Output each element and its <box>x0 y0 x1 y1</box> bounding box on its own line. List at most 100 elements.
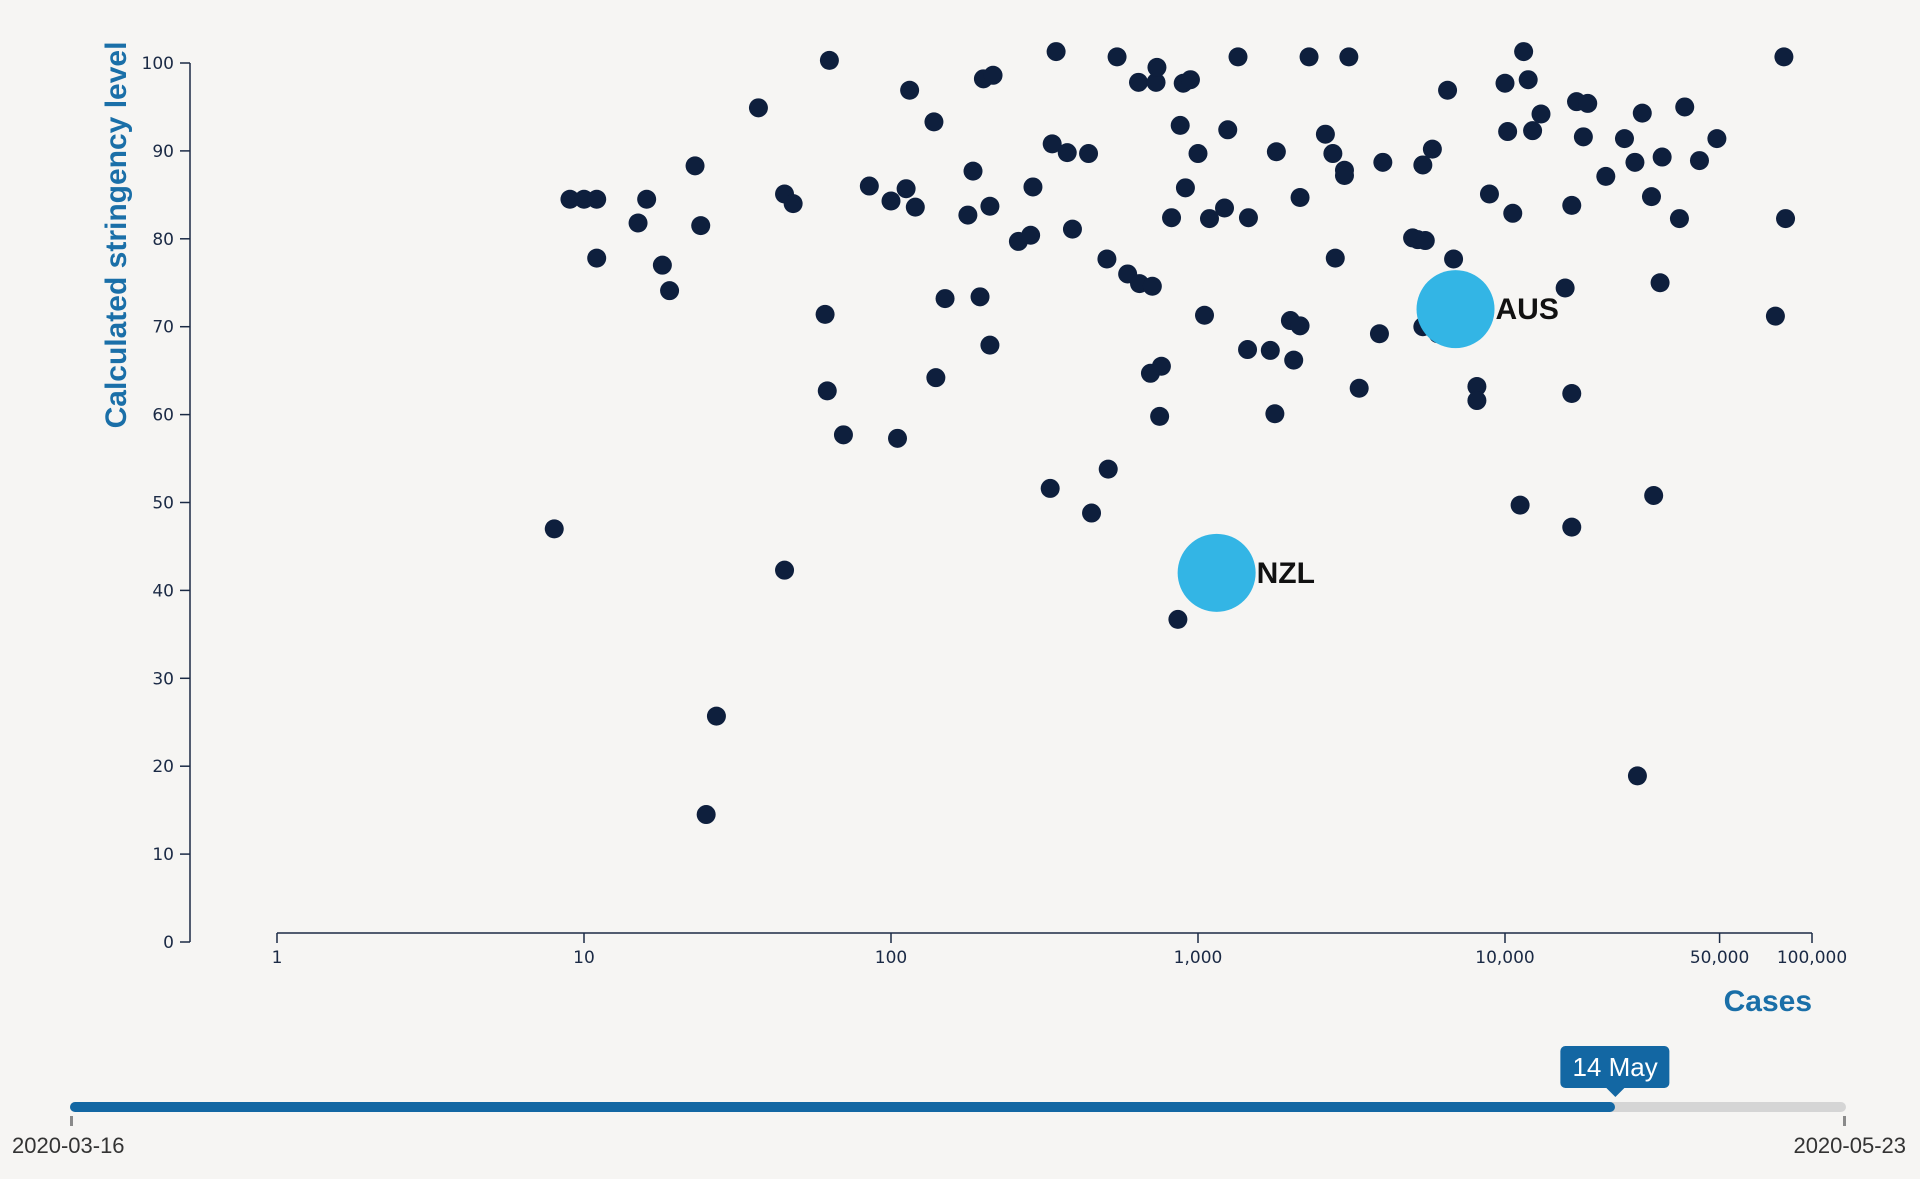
data-point <box>1079 144 1099 164</box>
data-point <box>1444 249 1464 269</box>
data-point <box>1290 316 1310 336</box>
data-point <box>1260 340 1280 360</box>
data-point <box>1062 219 1082 239</box>
data-point <box>1199 209 1219 229</box>
data-point <box>1573 127 1593 147</box>
data-point <box>1238 340 1258 360</box>
y-tick-label: 80 <box>152 230 174 250</box>
data-point <box>691 216 711 236</box>
data-point <box>1325 248 1345 268</box>
data-point <box>1495 73 1515 93</box>
data-point <box>1082 503 1102 523</box>
x-tick-label: 10 <box>573 948 595 968</box>
data-point <box>1238 208 1258 228</box>
data-point <box>819 50 839 70</box>
data-point <box>924 112 944 132</box>
y-tick-label: 90 <box>152 142 174 162</box>
data-point <box>1215 198 1235 218</box>
data-point <box>1707 129 1727 149</box>
data-point <box>706 706 726 726</box>
data-point <box>1514 42 1534 62</box>
slider-end-date: 2020-05-23 <box>1793 1133 1906 1158</box>
data-point <box>1334 166 1354 186</box>
data-point <box>685 156 705 176</box>
scatter-chart: 0 10 20 30 40 50 60 70 80 90 100 1 10 100 1,000 10,000 5… <box>100 42 1847 1018</box>
data-point <box>1413 155 1433 175</box>
data-point <box>1438 80 1458 100</box>
data-point <box>1195 305 1215 325</box>
y-tick-label: 20 <box>152 757 174 777</box>
data-point <box>560 189 580 209</box>
data-point <box>1170 115 1190 135</box>
data-point <box>1339 47 1359 67</box>
data-point <box>1097 249 1117 269</box>
data-point <box>1531 104 1551 124</box>
y-tick-label: 50 <box>152 494 174 514</box>
data-point <box>1776 209 1796 229</box>
data-point <box>905 197 925 217</box>
data-point <box>817 381 837 401</box>
y-tick-label: 60 <box>152 406 174 426</box>
data-point <box>1467 376 1487 396</box>
data-point <box>1555 278 1575 298</box>
data-point <box>900 80 920 100</box>
data-point <box>1147 57 1167 77</box>
data-point <box>1669 209 1689 229</box>
x-tick-label: 10,000 <box>1475 948 1534 968</box>
slider-track[interactable] <box>70 1102 1846 1112</box>
data-point <box>1046 42 1066 62</box>
data-point <box>1180 70 1200 90</box>
data-point <box>652 255 672 275</box>
data-point <box>881 191 901 211</box>
y-tick-label: 70 <box>152 318 174 338</box>
data-point <box>1323 144 1343 164</box>
data-point <box>1774 47 1794 67</box>
data-point <box>1373 152 1393 172</box>
data-point <box>783 194 803 214</box>
x-tick-label: 1,000 <box>1174 948 1223 968</box>
slider-progress-fill <box>70 1102 1616 1112</box>
data-point <box>1467 391 1487 411</box>
x-tick-label: 100 <box>875 948 907 968</box>
data-point <box>1228 47 1248 67</box>
data-point <box>980 335 1000 355</box>
data-point <box>1369 324 1389 344</box>
data-point <box>1151 356 1171 376</box>
data-point <box>775 560 795 580</box>
data-point <box>1349 378 1369 398</box>
data-point <box>983 65 1003 85</box>
date-slider[interactable]: 14 May 2020-03-16 2020-05-23 <box>0 1040 1920 1179</box>
data-point <box>888 428 908 448</box>
data-point <box>1415 231 1435 251</box>
data-point <box>660 281 680 301</box>
data-point <box>963 161 983 181</box>
data-point <box>815 304 835 324</box>
data-point <box>970 287 990 307</box>
country-label-nzl: NZL <box>1257 557 1315 590</box>
data-point <box>1315 124 1335 144</box>
data-point <box>628 213 648 233</box>
data-point <box>1128 72 1148 92</box>
x-tick-label: 1 <box>272 948 283 968</box>
data-point <box>896 179 916 199</box>
data-point <box>1562 384 1582 404</box>
data-point <box>1644 485 1664 505</box>
data-point <box>1150 406 1170 426</box>
data-point <box>1021 225 1041 245</box>
highlight-point-aus <box>1416 270 1495 349</box>
data-point <box>1162 208 1182 228</box>
data-point <box>1042 134 1062 154</box>
data-point <box>587 248 607 268</box>
slider-end-tick <box>1843 1116 1846 1126</box>
slider-current-date-badge[interactable]: 14 May <box>1560 1046 1670 1097</box>
data-point <box>1107 47 1127 67</box>
x-tick-label: 100,000 <box>1777 948 1847 968</box>
data-point <box>544 519 564 539</box>
data-point <box>1632 103 1652 123</box>
data-point <box>696 805 716 825</box>
data-point <box>980 196 1000 216</box>
data-point <box>1625 152 1645 172</box>
data-point <box>1518 70 1538 90</box>
data-point <box>1641 187 1661 207</box>
country-label-aus: AUS <box>1496 293 1559 326</box>
